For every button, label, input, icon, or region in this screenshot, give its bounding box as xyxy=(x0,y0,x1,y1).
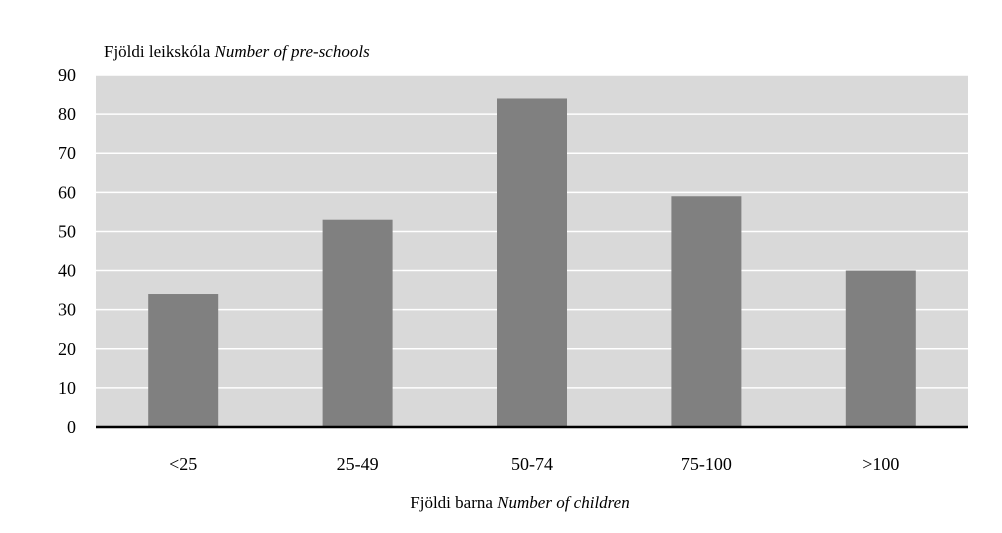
y-tick-label: 0 xyxy=(67,417,76,437)
y-tick-label: 10 xyxy=(58,378,76,398)
x-tick-labels: <25 25-49 50-74 75-100 >100 xyxy=(169,454,899,474)
y-tick-label: 40 xyxy=(58,261,76,281)
y-tick-label: 50 xyxy=(58,221,76,241)
y-axis-title-is: Fjöldi leikskóla xyxy=(104,42,211,61)
x-axis-title-is: Fjöldi barna xyxy=(410,493,493,512)
y-tick-label: 20 xyxy=(58,339,76,359)
bars xyxy=(148,98,916,427)
y-axis-title: Fjöldi leikskóla Number of pre-schools xyxy=(104,42,370,61)
bar xyxy=(148,294,219,427)
x-tick-label: 75-100 xyxy=(681,454,732,474)
bar xyxy=(322,219,393,427)
x-tick-label: <25 xyxy=(169,454,197,474)
bar xyxy=(497,98,567,427)
y-tick-label: 90 xyxy=(58,65,76,85)
y-tick-label: 80 xyxy=(58,104,76,124)
y-tick-label: 30 xyxy=(58,300,76,320)
x-tick-label: 50-74 xyxy=(511,454,553,474)
x-axis-title: Fjöldi barna Number of children xyxy=(410,493,629,512)
y-tick-labels: 0 10 20 30 40 50 60 70 80 90 xyxy=(58,65,76,437)
bar xyxy=(671,196,742,427)
y-axis-title-en: Number of pre-schools xyxy=(214,42,371,61)
x-tick-label: >100 xyxy=(862,454,899,474)
y-tick-label: 60 xyxy=(58,182,76,202)
y-tick-label: 70 xyxy=(58,143,76,163)
x-axis-title-en: Number of children xyxy=(496,493,630,512)
x-tick-label: 25-49 xyxy=(337,454,379,474)
bar xyxy=(845,270,916,427)
